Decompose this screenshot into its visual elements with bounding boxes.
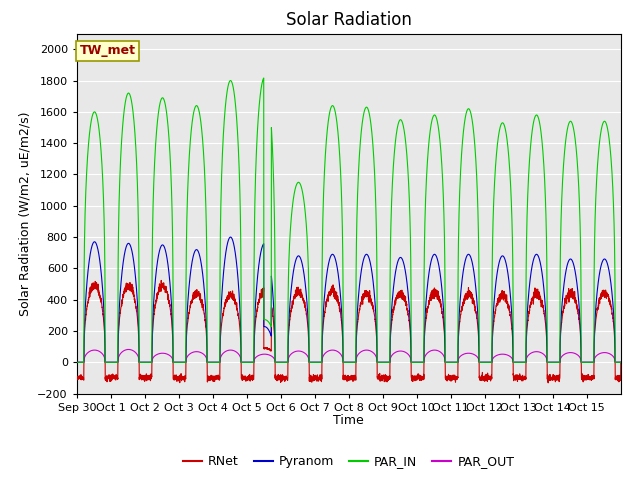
Title: Solar Radiation: Solar Radiation bbox=[286, 11, 412, 29]
Text: TW_met: TW_met bbox=[79, 44, 136, 58]
Legend: RNet, Pyranom, PAR_IN, PAR_OUT: RNet, Pyranom, PAR_IN, PAR_OUT bbox=[178, 450, 520, 473]
Y-axis label: Solar Radiation (W/m2, uE/m2/s): Solar Radiation (W/m2, uE/m2/s) bbox=[19, 111, 32, 316]
X-axis label: Time: Time bbox=[333, 414, 364, 427]
